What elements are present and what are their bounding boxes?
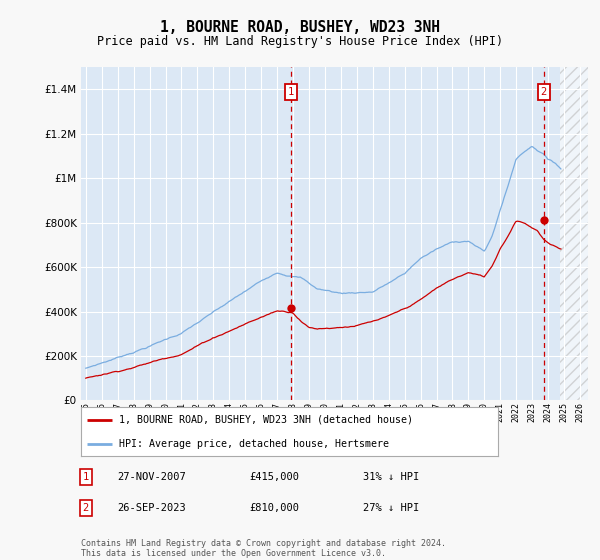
Text: 1, BOURNE ROAD, BUSHEY, WD23 3NH (detached house): 1, BOURNE ROAD, BUSHEY, WD23 3NH (detach… — [119, 415, 413, 425]
Text: HPI: Average price, detached house, Hertsmere: HPI: Average price, detached house, Hert… — [119, 438, 389, 449]
Text: £810,000: £810,000 — [249, 503, 299, 513]
Text: £415,000: £415,000 — [249, 472, 299, 482]
Text: Contains HM Land Registry data © Crown copyright and database right 2024.
This d: Contains HM Land Registry data © Crown c… — [81, 539, 446, 558]
Text: 27% ↓ HPI: 27% ↓ HPI — [363, 503, 419, 513]
Text: 1: 1 — [83, 472, 89, 482]
Text: Price paid vs. HM Land Registry's House Price Index (HPI): Price paid vs. HM Land Registry's House … — [97, 35, 503, 48]
Text: 1, BOURNE ROAD, BUSHEY, WD23 3NH: 1, BOURNE ROAD, BUSHEY, WD23 3NH — [160, 20, 440, 35]
Text: 2: 2 — [83, 503, 89, 513]
Text: 2: 2 — [541, 87, 547, 97]
Text: 1: 1 — [288, 87, 294, 97]
Bar — [560, 67, 588, 400]
Text: 26-SEP-2023: 26-SEP-2023 — [117, 503, 186, 513]
Text: 31% ↓ HPI: 31% ↓ HPI — [363, 472, 419, 482]
Text: 27-NOV-2007: 27-NOV-2007 — [117, 472, 186, 482]
